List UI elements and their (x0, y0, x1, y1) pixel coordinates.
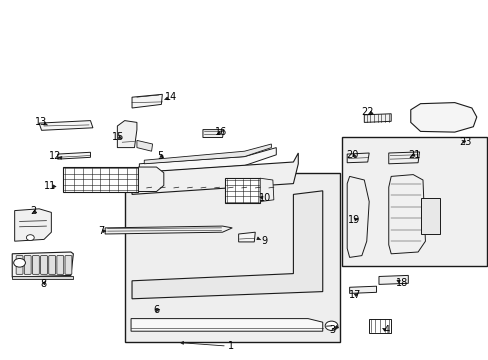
Text: 16: 16 (215, 127, 227, 137)
Text: 6: 6 (153, 305, 159, 315)
FancyBboxPatch shape (49, 256, 56, 274)
Bar (62, 167, 138, 192)
Polygon shape (58, 152, 90, 159)
Bar (342, 137, 486, 266)
Polygon shape (132, 191, 322, 299)
Text: 10: 10 (259, 193, 271, 203)
Bar (224, 178, 260, 203)
Bar (124, 173, 339, 342)
Text: 18: 18 (395, 278, 407, 288)
Text: 7: 7 (98, 226, 104, 236)
Circle shape (325, 321, 337, 330)
FancyBboxPatch shape (65, 256, 72, 274)
Text: 21: 21 (407, 150, 420, 160)
Polygon shape (137, 140, 152, 151)
FancyBboxPatch shape (41, 256, 47, 274)
FancyBboxPatch shape (24, 256, 31, 274)
Circle shape (26, 235, 34, 240)
Text: 22: 22 (361, 107, 373, 117)
Text: 23: 23 (458, 137, 470, 147)
Bar (368, 319, 390, 333)
Text: 19: 19 (347, 215, 360, 225)
Circle shape (14, 258, 25, 267)
Polygon shape (138, 167, 163, 192)
Polygon shape (349, 286, 376, 293)
Text: 13: 13 (35, 117, 48, 127)
Polygon shape (346, 176, 368, 257)
Polygon shape (238, 232, 255, 242)
Text: 20: 20 (345, 150, 358, 160)
Polygon shape (144, 144, 271, 164)
Polygon shape (346, 153, 368, 163)
Polygon shape (378, 275, 407, 284)
Text: 17: 17 (348, 290, 361, 300)
Polygon shape (388, 175, 425, 254)
Text: 12: 12 (48, 151, 61, 161)
Bar (12, 276, 73, 279)
Polygon shape (39, 121, 93, 130)
Text: 4: 4 (383, 325, 388, 336)
FancyBboxPatch shape (57, 256, 63, 274)
FancyBboxPatch shape (16, 256, 23, 274)
Text: 15: 15 (112, 132, 124, 142)
Text: 2: 2 (30, 206, 36, 216)
Text: 5: 5 (157, 151, 163, 161)
Polygon shape (15, 209, 51, 241)
Text: 9: 9 (261, 236, 266, 246)
Polygon shape (364, 114, 390, 122)
Polygon shape (410, 103, 476, 132)
Bar (420, 198, 439, 234)
Polygon shape (132, 94, 162, 108)
Text: 11: 11 (44, 181, 57, 191)
Polygon shape (132, 153, 298, 194)
Polygon shape (388, 152, 419, 164)
Polygon shape (139, 148, 276, 173)
Text: 8: 8 (40, 279, 46, 289)
Polygon shape (260, 178, 273, 202)
Text: 14: 14 (164, 92, 177, 102)
Polygon shape (105, 226, 232, 234)
Polygon shape (203, 130, 224, 138)
Text: 3: 3 (329, 325, 335, 336)
Polygon shape (117, 121, 137, 148)
Text: 1: 1 (227, 341, 233, 351)
Polygon shape (131, 319, 322, 331)
Polygon shape (12, 252, 73, 277)
FancyBboxPatch shape (32, 256, 39, 274)
